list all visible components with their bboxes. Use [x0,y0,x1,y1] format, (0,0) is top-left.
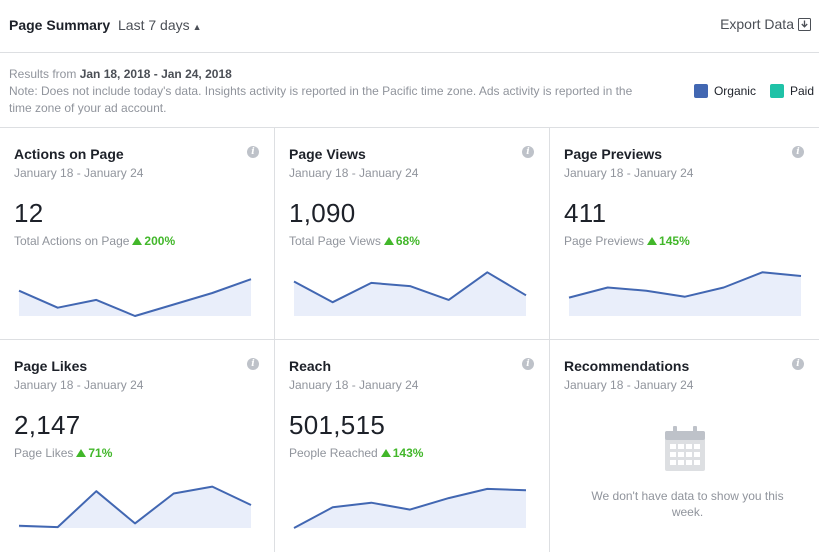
trend-line [293,487,527,529]
trend-line [18,278,252,317]
up-arrow-icon [76,449,87,457]
export-data-button[interactable]: Export Data [720,16,811,32]
info-icon[interactable]: i [247,146,259,158]
card-date-range: January 18 - January 24 [289,378,419,392]
date-range-label: Last 7 days [118,17,190,33]
card-value: 1,090 [289,198,356,228]
card-date-range: January 18 - January 24 [289,166,419,180]
card-value: 501,515 [289,410,386,440]
trend-area [569,272,801,316]
calendar-icon [664,426,705,471]
results-dates: Jan 18, 2018 - Jan 24, 2018 [79,67,232,81]
card-value: 12 [14,198,44,228]
card-date-range: January 18 - January 24 [14,166,144,180]
info-icon[interactable]: i [792,146,804,158]
change-badge: 145% [644,234,690,248]
trend-sparkline [293,487,527,529]
card-recommendations[interactable]: Recommendations January 18 - January 24 … [550,340,819,552]
summary-header: Page Summary Last 7 days ▲︎ Export Data [0,0,819,53]
card-metric-label: Total Page Views [289,234,381,248]
change-value: 71% [88,446,113,460]
change-value: 145% [659,234,690,248]
up-arrow-icon [383,237,394,245]
card-value: 2,147 [14,410,81,440]
card-title: Page Previews [564,146,663,162]
card-page-previews[interactable]: Page Previews January 18 - January 24 i … [550,128,819,340]
info-icon[interactable]: i [522,358,534,370]
trend-area [294,488,526,528]
card-metric-label: People Reached [289,446,378,460]
card-title: Actions on Page [14,146,124,162]
legend-item-paid[interactable]: Paid [769,84,814,98]
card-title: Page Views [289,146,366,162]
organic-swatch [693,84,708,98]
trend-area [19,486,251,528]
change-badge: 71% [73,446,112,460]
cards-divider [0,127,819,128]
change-badge: 68% [381,234,420,248]
change-badge: 143% [378,446,424,460]
trend-area [19,279,251,316]
info-icon[interactable]: i [522,146,534,158]
card-date-range: January 18 - January 24 [14,378,144,392]
card-metric-label: Total Actions on Page [14,234,130,248]
card-date-range: January 18 - January 24 [564,166,694,180]
page-title: Page Summary [9,17,111,33]
trend-sparkline [18,278,252,317]
card-page-views[interactable]: Page Views January 18 - January 24 i 1,0… [275,128,550,340]
card-metric: Page Previews 145% [564,234,690,248]
results-prefix: Results from [9,67,80,81]
trend-line [568,271,802,299]
change-value: 143% [392,446,424,460]
change-badge: 200% [129,234,175,248]
legend-paid-label: Paid [789,84,814,98]
results-notes: Results from Jan 18, 2018 - Jan 24, 2018… [9,66,649,117]
chart-legend: Organic Paid [680,84,814,98]
sort-caret-icon: ▲︎ [192,22,202,32]
trend-area [294,272,526,316]
change-value: 200% [144,234,176,248]
card-metric: Page Likes 71% [14,446,112,460]
empty-message: We don't have data to show you this week… [591,489,784,519]
info-icon[interactable]: i [247,358,259,370]
legend-item-organic[interactable]: Organic [693,84,756,98]
legend-organic-label: Organic [713,84,756,98]
card-title: Reach [289,358,332,374]
info-icon[interactable]: i [792,358,804,370]
card-metric: Total Page Views 68% [289,234,420,248]
card-page-likes[interactable]: Page Likes January 18 - January 24 i 2,1… [0,340,275,552]
up-arrow-icon [132,237,143,245]
paid-swatch [769,84,784,98]
export-data-label: Export Data [720,16,794,32]
trend-line [293,271,527,304]
card-actions-on-page[interactable]: Actions on Page January 18 - January 24 … [0,128,275,340]
trend-sparkline [18,485,252,529]
card-metric: People Reached 143% [289,446,423,460]
up-arrow-icon [647,237,658,245]
card-metric: Total Actions on Page 200% [14,234,175,248]
download-icon [798,18,811,31]
card-metric-label: Page Likes [14,446,74,460]
trend-sparkline [293,271,527,316]
card-date-range: January 18 - January 24 [564,378,694,392]
change-value: 68% [395,234,420,248]
up-arrow-icon [380,449,391,457]
date-range-dropdown[interactable]: Last 7 days ▲︎ [118,17,202,33]
trend-sparkline [568,271,802,316]
card-reach[interactable]: Reach January 18 - January 24 i 501,515 … [275,340,550,552]
empty-state [550,426,819,477]
card-title: Recommendations [564,358,690,374]
card-metric-label: Page Previews [564,234,645,248]
timezone-note: Note: Does not include today's data. Ins… [9,84,633,115]
trend-line [18,485,252,529]
card-title: Page Likes [14,358,88,374]
card-value: 411 [564,198,607,228]
